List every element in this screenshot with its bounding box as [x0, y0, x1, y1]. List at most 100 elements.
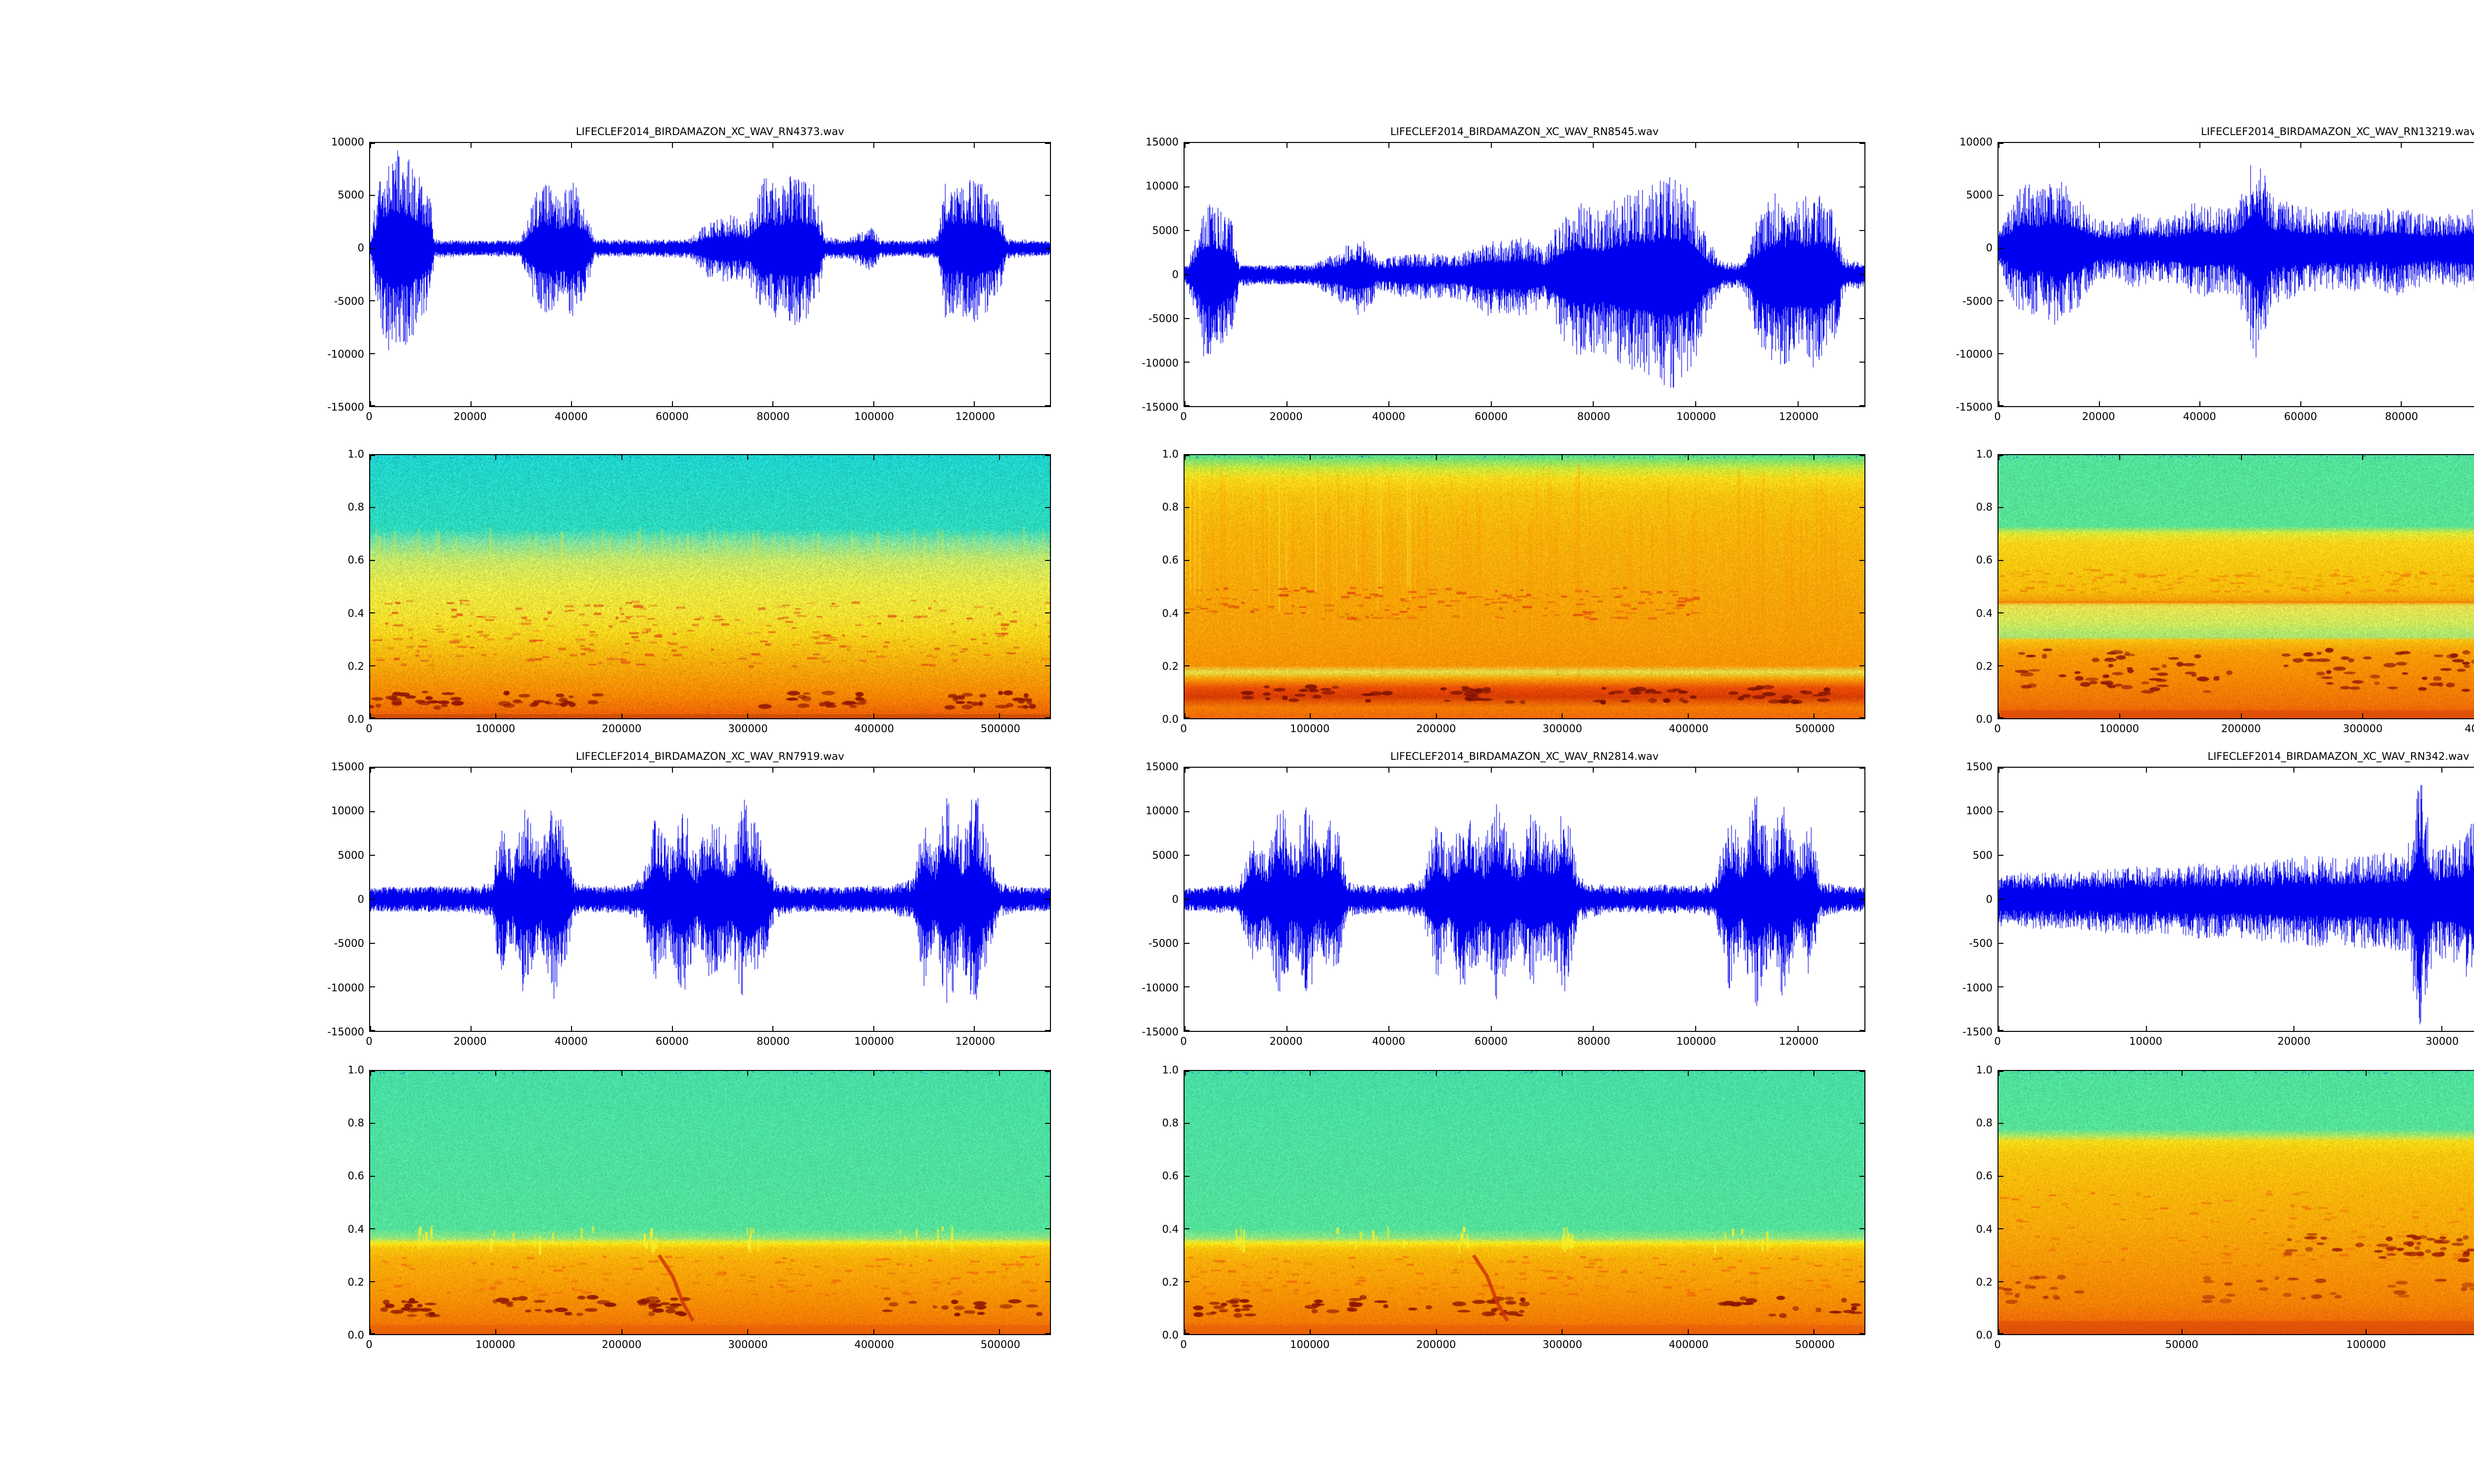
x-tick-mark [1562, 455, 1563, 460]
x-tick-mark [370, 768, 371, 773]
x-tick-mark [772, 1026, 774, 1031]
y-tick-mark [1998, 353, 2003, 354]
y-tick-label: 0.8 [347, 1117, 364, 1129]
y-tick-mark [1859, 274, 1864, 275]
y-tick-label: 0.4 [347, 1223, 364, 1235]
x-tick-label: 80000 [1577, 1035, 1611, 1047]
x-tick-mark [873, 713, 874, 718]
x-tick-mark [1593, 401, 1594, 406]
y-tick-mark [370, 1071, 375, 1072]
x-tick-mark [873, 1071, 874, 1076]
plot-title: LIFECLEF2014_BIRDAMAZON_XC_WAV_RN8545.wa… [1390, 126, 1659, 138]
x-tick-label: 200000 [602, 723, 642, 735]
x-tick-label: 0 [1180, 1035, 1187, 1047]
spectrogram-axes [1998, 1070, 2474, 1335]
y-tick-mark [370, 811, 375, 812]
x-tick-label: 80000 [2385, 411, 2418, 422]
y-tick-mark [370, 507, 375, 509]
x-tick-mark [1435, 1071, 1437, 1076]
y-tick-mark [1185, 612, 1189, 614]
subplot-waveform-rn13219: LIFECLEF2014_BIRDAMAZON_XC_WAV_RN13219.w… [1956, 126, 2474, 422]
x-tick-mark [370, 713, 371, 718]
x-tick-mark [2441, 1026, 2443, 1031]
y-tick-mark [1185, 405, 1189, 406]
x-tick-mark [1388, 1026, 1390, 1031]
y-tick-mark [370, 247, 375, 249]
y-tick-mark [1859, 811, 1864, 812]
spectrogram-axes [369, 1070, 1051, 1335]
x-tick-label: 100000 [2099, 723, 2140, 735]
subplot-spectrogram-1: 1.0 0.8 0.6 0.4 0.2 0.0 0 100000 200000 300000 40… [348, 448, 1051, 735]
y-tick-mark [1045, 942, 1050, 944]
x-tick-mark [1813, 713, 1815, 718]
y-tick-mark [1998, 1175, 2003, 1177]
y-tick-label: 0.8 [1162, 501, 1179, 513]
x-tick-mark [772, 768, 774, 773]
x-tick-mark [1797, 143, 1799, 148]
y-tick-mark [1185, 1175, 1189, 1177]
y-tick-mark [1185, 942, 1189, 944]
x-tick-mark [2098, 401, 2100, 406]
y-tick-mark [1859, 768, 1864, 769]
y-tick-mark [1185, 1123, 1189, 1124]
x-tick-label: 300000 [728, 723, 768, 735]
x-tick-mark [1797, 1026, 1799, 1031]
x-tick-mark [470, 1026, 472, 1031]
waveform-axes [1184, 767, 1865, 1032]
y-tick-mark [1045, 1123, 1050, 1124]
waveform-plot-canvas [1185, 768, 1864, 1031]
y-tick-mark [370, 559, 375, 561]
x-tick-label: 60000 [656, 411, 689, 422]
y-tick-label: 10000 [331, 805, 364, 817]
x-tick-mark [2401, 143, 2402, 148]
x-tick-mark [1185, 1329, 1186, 1334]
x-tick-mark [873, 143, 874, 148]
y-tick-label: 0.8 [1976, 501, 1993, 513]
x-tick-mark [873, 455, 874, 460]
subplot-spectrogram-2: 1.0 0.8 0.6 0.4 0.2 0.0 0 100000 200000 300000 40… [1162, 448, 1865, 735]
plot-title: LIFECLEF2014_BIRDAMAZON_XC_WAV_RN2814.wa… [1390, 750, 1659, 762]
y-tick-label: 0.6 [1162, 1170, 1179, 1182]
x-tick-mark [621, 1071, 622, 1076]
x-tick-mark [1797, 401, 1799, 406]
x-tick-mark [621, 455, 622, 460]
x-tick-mark [1998, 1071, 1999, 1076]
y-tick-mark [1045, 811, 1050, 812]
y-tick-label: 0 [1986, 242, 1993, 254]
y-tick-mark [1859, 612, 1864, 614]
x-tick-mark [2145, 768, 2147, 773]
y-tick-mark [1859, 855, 1864, 856]
x-tick-mark [495, 1329, 497, 1334]
y-tick-label: 0.4 [1162, 607, 1179, 619]
y-tick-mark [1185, 665, 1189, 666]
y-tick-mark [1045, 1281, 1050, 1282]
y-tick-mark [370, 665, 375, 666]
x-tick-label: 0 [1994, 1339, 2001, 1350]
y-tick-mark [1998, 986, 2003, 988]
x-tick-mark [999, 713, 1000, 718]
y-tick-mark [1045, 247, 1050, 249]
y-tick-mark [1859, 986, 1864, 988]
x-tick-mark [2441, 768, 2443, 773]
y-tick-mark [1045, 405, 1050, 406]
y-tick-label: 0.6 [347, 554, 364, 566]
x-tick-label: 60000 [1475, 1035, 1508, 1047]
x-tick-mark [2240, 455, 2242, 460]
subplot-waveform-rn7919: LIFECLEF2014_BIRDAMAZON_XC_WAV_RN7919.wa… [328, 750, 1051, 1047]
x-tick-mark [1998, 455, 1999, 460]
x-tick-label: 100000 [2463, 411, 2474, 422]
x-tick-mark [1490, 143, 1492, 148]
y-tick-mark [1859, 1228, 1864, 1230]
x-tick-mark [999, 455, 1000, 460]
x-tick-label: 0 [366, 1339, 373, 1350]
waveform-plot-canvas [370, 143, 1050, 406]
x-tick-mark [2199, 143, 2201, 148]
x-tick-mark [1388, 768, 1390, 773]
x-tick-mark [974, 1026, 975, 1031]
x-tick-label: 300000 [2343, 723, 2383, 735]
y-tick-mark [1185, 230, 1189, 232]
y-tick-mark [1185, 899, 1189, 900]
y-tick-label: -15000 [327, 401, 364, 413]
x-tick-label: 10000 [2129, 1035, 2162, 1047]
y-tick-mark [1185, 811, 1189, 812]
